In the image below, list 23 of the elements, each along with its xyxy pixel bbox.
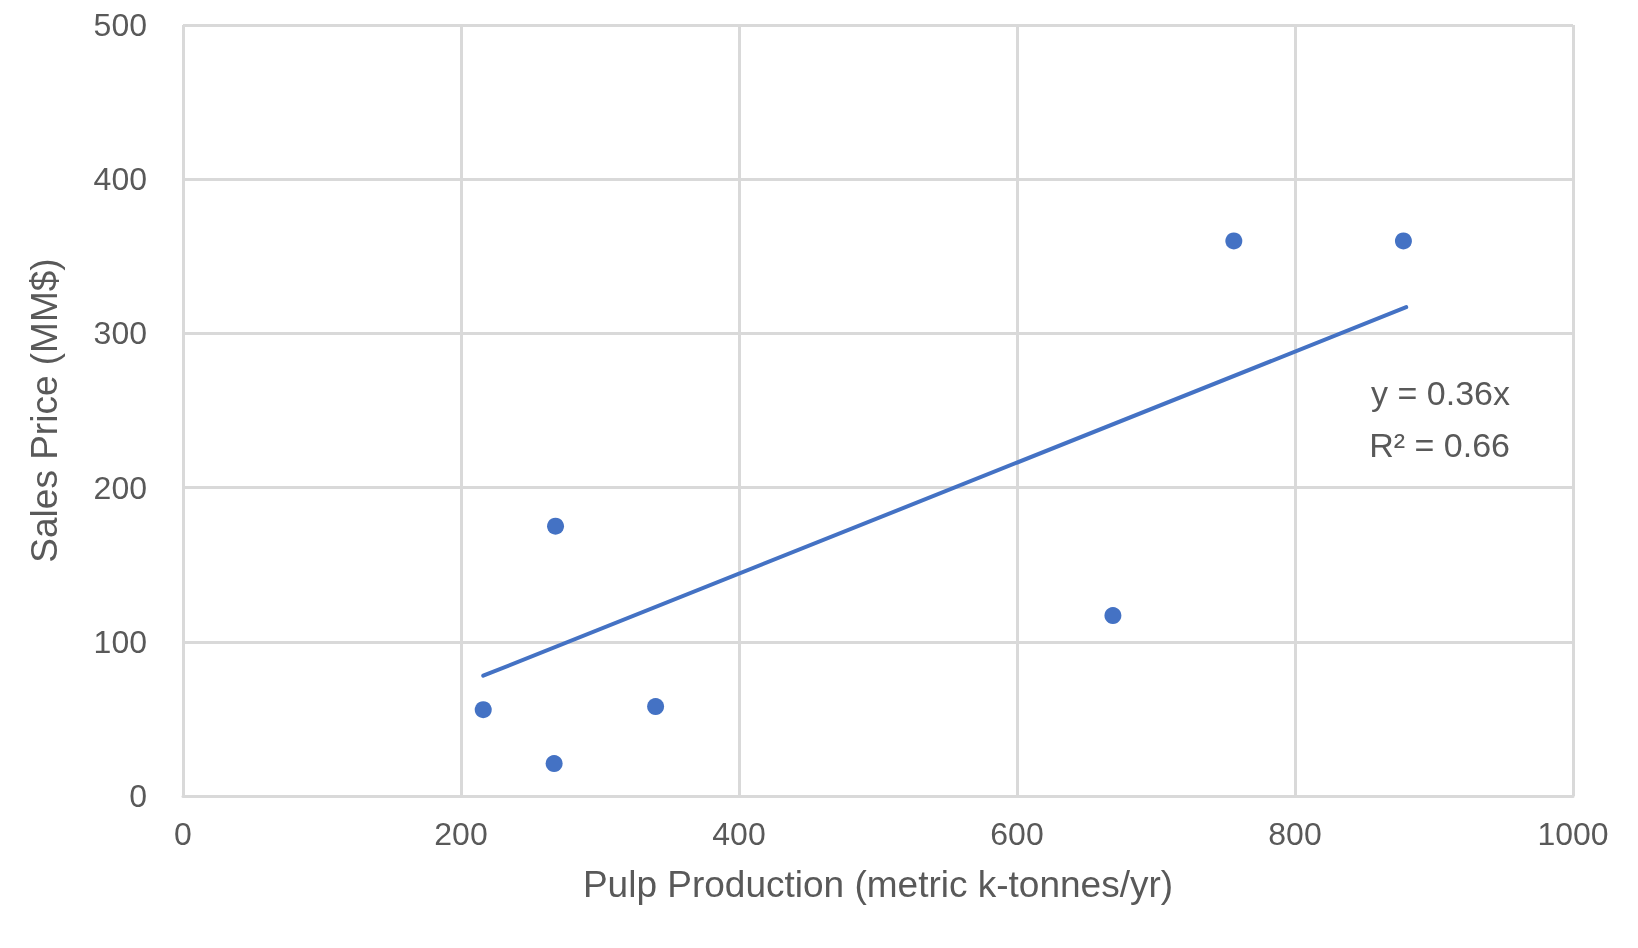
x-tick-label: 800 — [1268, 816, 1322, 852]
x-tick-label: 400 — [712, 816, 766, 852]
point — [1225, 232, 1243, 250]
y-tick-label: 200 — [93, 469, 147, 506]
y-tick-label: 400 — [93, 161, 147, 198]
point — [1394, 232, 1412, 250]
y-tick-label: 300 — [93, 315, 147, 352]
x-tick-label: 0 — [174, 816, 192, 852]
point — [647, 698, 665, 716]
annotation: R² = 0.66 — [1369, 426, 1511, 464]
point — [474, 701, 492, 719]
y-tick-label: 500 — [93, 7, 147, 43]
x-axis-title: Pulp Production (metric k-tonnes/yr) — [582, 864, 1174, 905]
annotation: y = 0.36x — [1371, 374, 1510, 412]
x-tick-label: 1000 — [1537, 816, 1609, 852]
point — [545, 755, 563, 773]
y-axis-title: Sales Price (MM$) — [24, 258, 65, 563]
y-tick-label: 100 — [93, 623, 147, 660]
x-tick-label: 600 — [990, 816, 1044, 852]
x-tick-label: 200 — [434, 816, 488, 852]
point — [1104, 607, 1122, 625]
y-tick-label: 0 — [129, 778, 147, 814]
point — [547, 517, 565, 535]
